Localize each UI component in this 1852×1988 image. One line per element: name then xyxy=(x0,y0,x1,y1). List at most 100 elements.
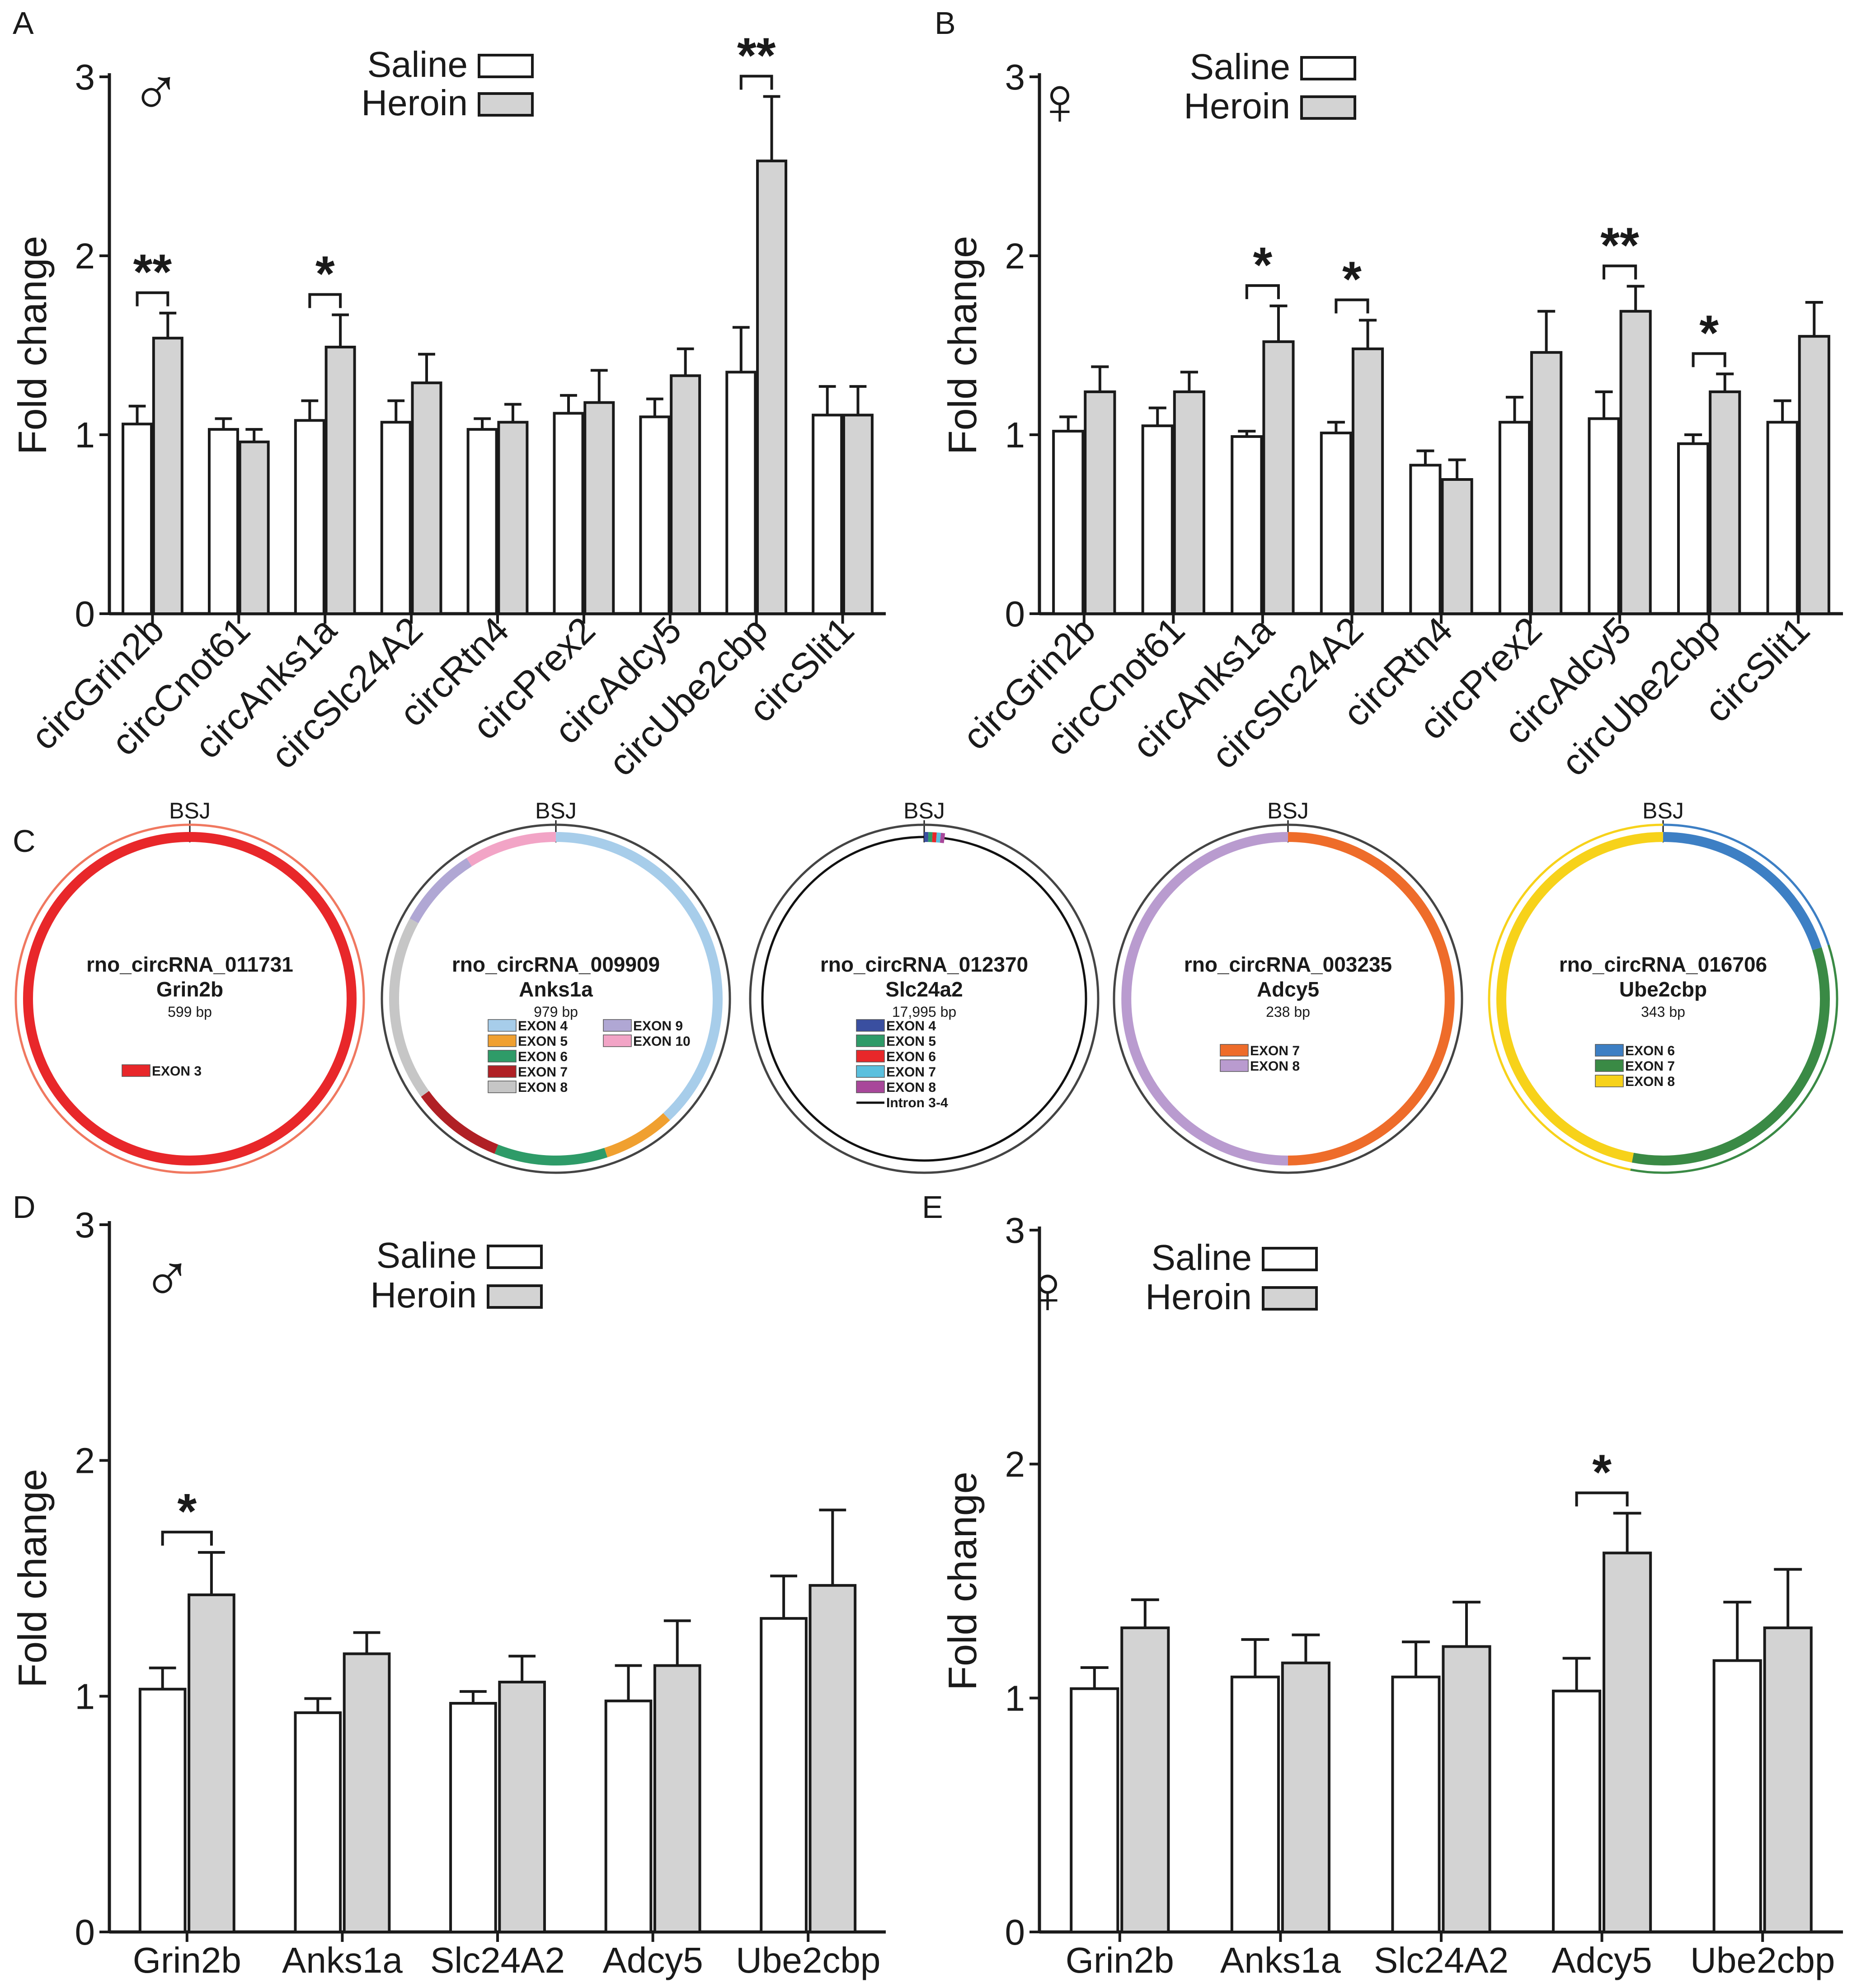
bar-heroin xyxy=(1120,1626,1170,1934)
exon-segment xyxy=(389,918,429,1097)
legend-swatch xyxy=(603,1019,632,1032)
bar-heroin xyxy=(1262,340,1295,615)
legend-label: EXON 4 xyxy=(518,1019,568,1034)
significance-marker: * xyxy=(177,1484,197,1539)
bar-saline xyxy=(122,423,153,615)
panel-D: D ♂ 0 1 2 3 Fold change Grin2b Anks1a Slc24A2 Adcy… xyxy=(10,1189,886,1980)
y-tick-label: 3 xyxy=(1005,57,1025,97)
legend-label: Intron 3-4 xyxy=(886,1095,948,1110)
legend-label: EXON 7 xyxy=(886,1065,936,1080)
bar-heroin xyxy=(1709,390,1741,616)
y-tick-label: 0 xyxy=(1005,594,1025,634)
panel-letter: B xyxy=(935,5,956,41)
y-tick-label: 1 xyxy=(1005,1678,1025,1718)
bar-saline xyxy=(138,1687,187,1933)
legend-label: EXON 8 xyxy=(518,1080,568,1095)
bar-saline xyxy=(553,412,584,615)
y-tick-label: 3 xyxy=(75,57,95,97)
bar-heroin xyxy=(411,381,442,615)
bar-saline xyxy=(380,421,412,616)
bar-heroin xyxy=(1351,347,1384,615)
exon-segment xyxy=(409,858,472,923)
bar-saline xyxy=(812,414,843,615)
bar-saline xyxy=(1498,421,1531,616)
legend-label: Saline xyxy=(1152,1237,1252,1278)
significance-marker: * xyxy=(1253,237,1272,293)
sex-symbol: ♀ xyxy=(1034,63,1086,139)
y-tick-label: 1 xyxy=(75,1676,95,1716)
bsj-label: BSJ xyxy=(903,798,945,823)
exon-segment xyxy=(936,832,941,843)
outer-ring xyxy=(1630,945,1838,1174)
legend-swatch xyxy=(1300,56,1356,80)
legend-swatch xyxy=(488,1034,517,1047)
bar-saline xyxy=(760,1617,808,1933)
bar-heroin xyxy=(1530,351,1563,615)
bar-heroin xyxy=(1619,310,1652,615)
legend-swatch xyxy=(603,1034,632,1047)
exon-segment xyxy=(466,832,556,867)
exon-segment xyxy=(604,1113,670,1157)
sex-symbol: ♂ xyxy=(142,1240,193,1316)
bar-heroin xyxy=(583,401,615,615)
bar-heroin xyxy=(1798,335,1830,615)
legend-swatch xyxy=(1220,1044,1249,1057)
significance-marker: ** xyxy=(737,28,776,84)
bar-saline xyxy=(1052,430,1085,616)
legend-swatch xyxy=(1220,1059,1249,1072)
x-tick-label: Grin2b xyxy=(1066,1940,1174,1980)
bar-saline xyxy=(1766,421,1799,616)
bar-saline xyxy=(294,1711,342,1934)
y-tick-label: 2 xyxy=(75,1441,95,1481)
bar-heroin xyxy=(498,1681,546,1934)
x-tick-label: Anks1a xyxy=(282,1940,403,1980)
significance-bracket xyxy=(1692,352,1726,367)
bar-saline xyxy=(1320,432,1352,615)
bsj-label: BSJ xyxy=(169,798,211,823)
legend-swatch xyxy=(1595,1075,1624,1087)
bar-heroin xyxy=(670,374,701,615)
outer-ring xyxy=(1113,823,1463,1174)
circrna-id: rno_circRNA_016706 xyxy=(1559,953,1767,976)
bar-saline xyxy=(1588,417,1620,615)
bar-heroin xyxy=(653,1664,701,1933)
bar-heroin xyxy=(343,1652,391,1933)
legend-swatch xyxy=(856,1081,885,1093)
exon-segment xyxy=(421,1090,498,1154)
bar-saline xyxy=(639,415,671,616)
gene-name: Adcy5 xyxy=(1257,978,1319,1001)
bar-heroin xyxy=(756,160,788,615)
legend-label: Heroin xyxy=(370,1275,477,1315)
legend-label: EXON 8 xyxy=(1250,1059,1300,1074)
legend-label: EXON 7 xyxy=(1625,1059,1675,1074)
legend-label: EXON 5 xyxy=(518,1034,568,1049)
significance-marker: * xyxy=(1699,305,1719,361)
y-axis-label: Fold change xyxy=(940,236,985,455)
outer-ring xyxy=(749,823,1100,1174)
y-tick-label: 1 xyxy=(1005,415,1025,455)
outer-ring xyxy=(381,823,731,1174)
x-tick-label: Ube2cbp xyxy=(1690,1940,1835,1980)
exon-segment xyxy=(761,836,1087,1162)
exon-segment xyxy=(1496,832,1664,1163)
legend-label: EXON 8 xyxy=(886,1080,936,1095)
bar-heroin xyxy=(188,1593,235,1933)
significance-bracket xyxy=(136,291,169,306)
bar-saline xyxy=(725,371,757,615)
significance-bracket xyxy=(739,75,773,90)
panel-letter: D xyxy=(13,1189,36,1225)
bar-heroin xyxy=(1763,1626,1813,1934)
legend-label: Saline xyxy=(1190,47,1290,87)
bar-saline xyxy=(207,428,239,615)
y-axis-label: Fold change xyxy=(10,236,55,455)
legend-label: EXON 6 xyxy=(518,1049,568,1064)
significance-bracket xyxy=(308,293,342,308)
bar-saline xyxy=(1712,1659,1762,1933)
outer-ring xyxy=(14,823,365,1174)
bar-saline xyxy=(1409,464,1442,615)
bar-saline xyxy=(1230,1675,1280,1934)
